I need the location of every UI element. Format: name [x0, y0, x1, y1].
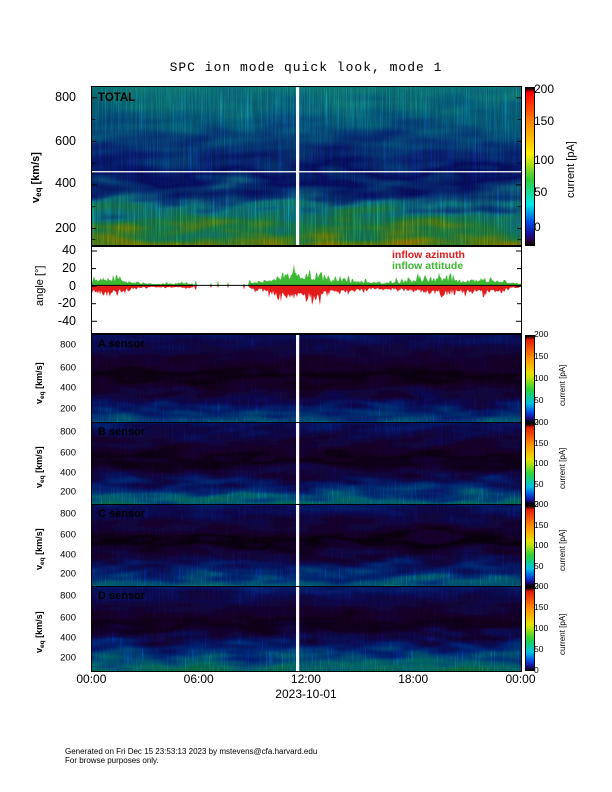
svg-text:A sensor: A sensor — [98, 338, 145, 350]
svg-text:TOTAL: TOTAL — [98, 92, 135, 104]
svg-text:C sensor: C sensor — [98, 508, 146, 520]
svg-text:D sensor: D sensor — [98, 590, 146, 602]
svg-text:inflow attitude: inflow attitude — [392, 260, 463, 272]
svg-text:B sensor: B sensor — [98, 426, 146, 438]
